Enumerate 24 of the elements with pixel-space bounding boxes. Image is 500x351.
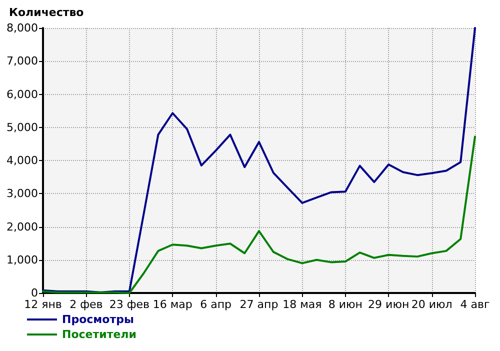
y-tick-label: 8,000 — [6, 22, 38, 34]
y-tick-label: 5,000 — [6, 120, 38, 134]
y-tick-label: 3,000 — [6, 187, 38, 200]
y-tick-label: 0 — [31, 286, 38, 300]
x-tick-label: 2 фев — [70, 298, 103, 311]
y-axis-title: Количество — [9, 6, 84, 19]
y-tick-label: 1,000 — [6, 253, 38, 266]
x-tick-label: 4 авг — [460, 298, 490, 311]
x-tick-label: 16 мар — [152, 298, 192, 311]
x-tick-label: 20 июл — [411, 298, 452, 311]
x-tick-label: 27 апр — [240, 298, 278, 311]
y-tick-label: 4,000 — [6, 154, 38, 167]
x-tick-label: 8 июн — [328, 298, 362, 311]
line-series — [42, 27, 476, 294]
y-tick-label: 7,000 — [6, 54, 38, 68]
x-tick-label: 12 янв — [24, 298, 62, 311]
y-tick-label: 2,000 — [6, 220, 38, 234]
legend-label: Просмотры — [62, 313, 134, 326]
x-tick-label: 23 фев — [109, 298, 150, 311]
x-tick-label: 29 июн — [368, 298, 410, 311]
x-tick-label: 18 мая — [282, 298, 322, 311]
legend-label: Посетители — [62, 328, 136, 341]
x-tick-label: 6 апр — [200, 298, 232, 311]
y-tick-label: 6,000 — [6, 88, 38, 101]
